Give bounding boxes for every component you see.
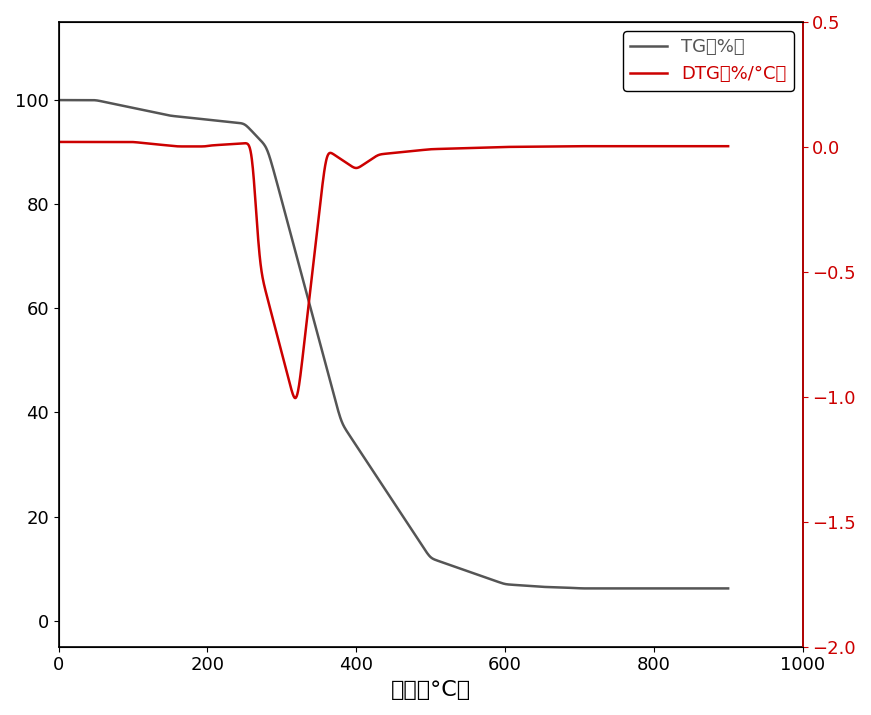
TG（%）: [704, 584, 714, 593]
DTG（%/°C）: [290, 394, 300, 403]
TG（%）: [585, 584, 596, 593]
TG（%）: [723, 584, 733, 593]
Line: TG（%）: TG（%）: [58, 100, 728, 588]
DTG（%/°C）: [87, 138, 98, 147]
DTG（%/°C）: [361, 158, 372, 167]
DTG（%/°C）: [723, 142, 733, 150]
Legend: TG（%）, DTG（%/°C）: TG（%）, DTG（%/°C）: [624, 31, 793, 91]
TG（%）: [53, 96, 64, 104]
TG（%）: [87, 96, 98, 104]
TG（%）: [704, 584, 714, 593]
TG（%）: [361, 457, 372, 465]
DTG（%/°C）: [704, 142, 714, 150]
DTG（%/°C）: [53, 138, 64, 147]
Line: DTG（%/°C）: DTG（%/°C）: [58, 142, 728, 398]
TG（%）: [581, 584, 591, 593]
X-axis label: 温度（°C）: 温度（°C）: [390, 680, 470, 700]
DTG（%/°C）: [704, 142, 714, 150]
DTG（%/°C）: [581, 142, 591, 150]
TG（%）: [379, 483, 389, 492]
DTG（%/°C）: [379, 149, 389, 158]
